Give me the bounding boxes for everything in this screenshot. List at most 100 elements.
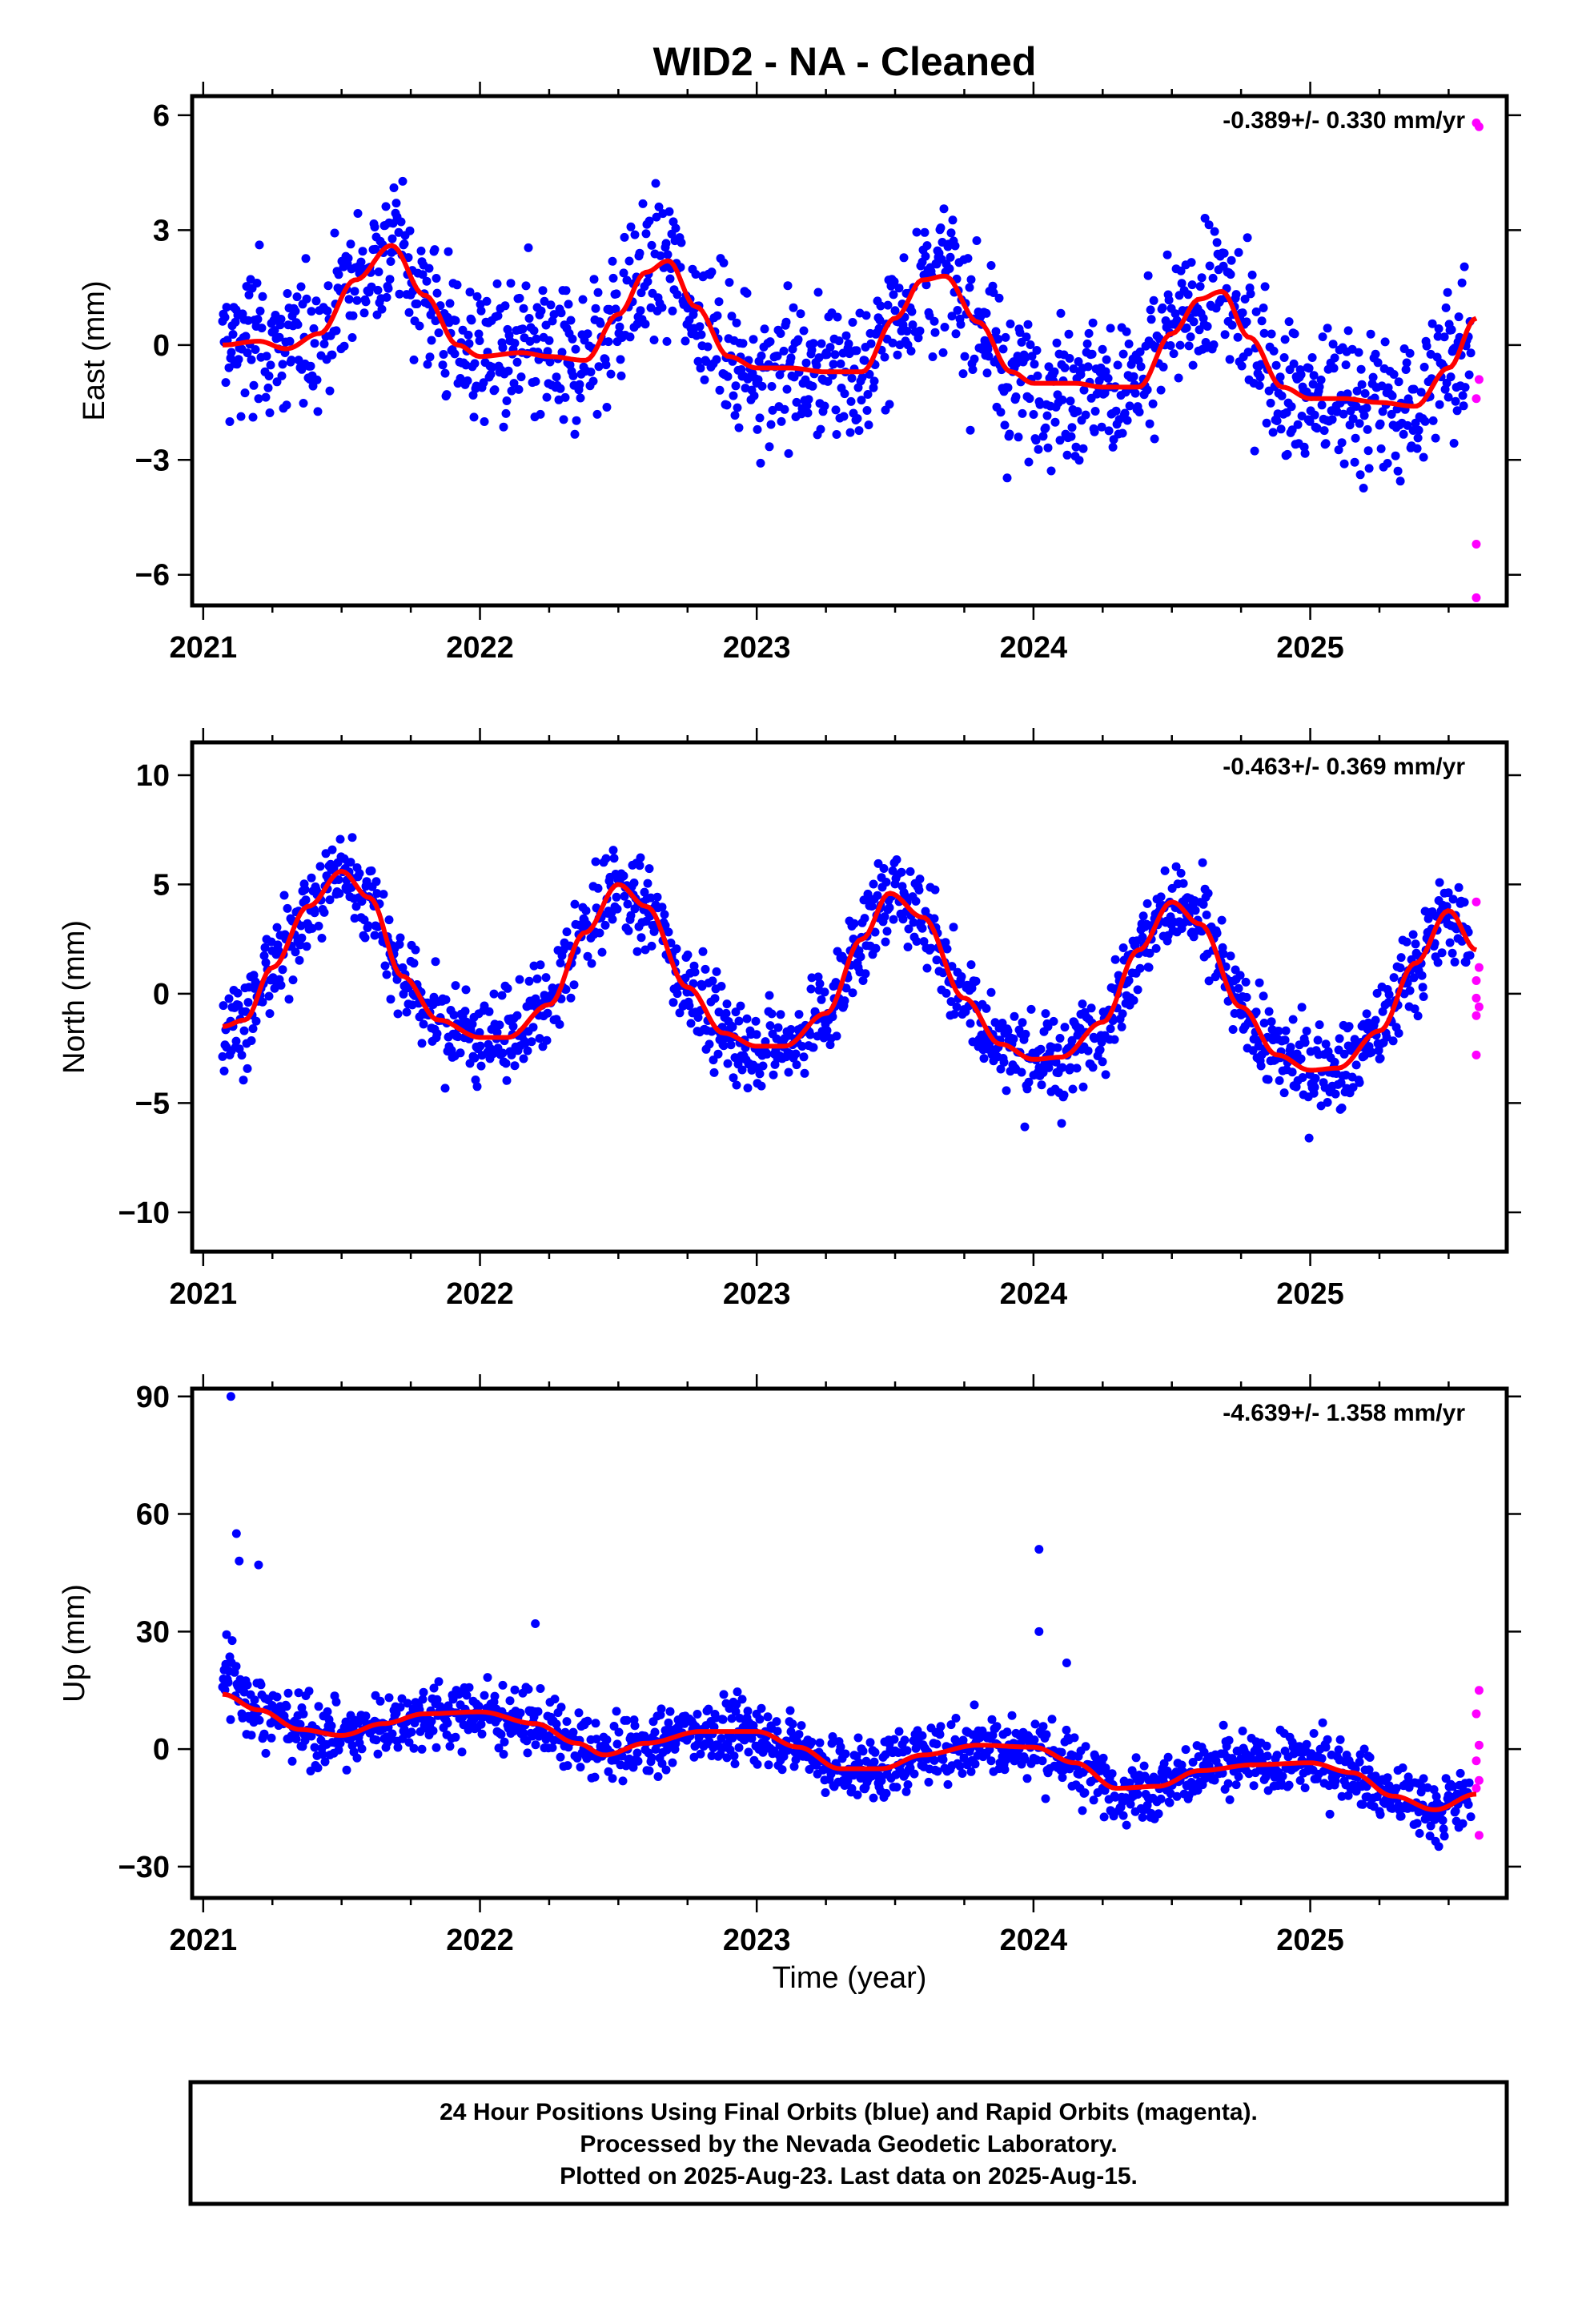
data-point: [693, 1013, 703, 1022]
data-point: [952, 1002, 962, 1011]
data-point: [767, 1009, 777, 1019]
data-point: [958, 1735, 968, 1745]
data-point: [1060, 1023, 1070, 1032]
data-point: [311, 296, 321, 306]
data-point: [283, 289, 292, 298]
data-point: [317, 934, 327, 943]
data-point: [966, 960, 976, 970]
data-point: [1118, 349, 1128, 359]
data-point: [1280, 1035, 1290, 1045]
data-point: [1202, 911, 1211, 919]
data-point: [693, 356, 703, 366]
data-point: [652, 212, 661, 222]
data-point: [930, 316, 939, 326]
data-point: [984, 352, 994, 361]
panel-east-ytick-label: 3: [153, 214, 170, 247]
data-point: [1098, 1753, 1108, 1763]
data-point: [1260, 282, 1270, 292]
data-point: [921, 251, 930, 261]
data-point: [456, 374, 465, 383]
data-point: [1402, 358, 1411, 368]
data-point: [1070, 1733, 1079, 1743]
data-point: [499, 1750, 508, 1759]
data-point: [381, 202, 391, 211]
data-point: [869, 1757, 879, 1767]
data-point: [1401, 365, 1411, 374]
data-point: [1100, 1786, 1110, 1795]
data-point: [1429, 1785, 1439, 1795]
rapid-point: [1472, 1050, 1481, 1059]
data-point: [474, 329, 484, 339]
data-point: [1464, 1778, 1474, 1787]
data-point: [1367, 1047, 1376, 1057]
data-point: [1466, 1812, 1476, 1822]
data-point: [880, 352, 889, 362]
data-point: [1120, 408, 1130, 418]
data-point: [708, 976, 717, 986]
data-point: [523, 1748, 532, 1758]
data-point: [1184, 341, 1194, 351]
data-point: [1038, 1756, 1047, 1766]
data-point: [625, 332, 635, 342]
data-point: [233, 988, 243, 998]
data-point: [807, 973, 817, 983]
data-point: [1050, 367, 1059, 376]
data-point: [793, 335, 803, 344]
data-point: [860, 914, 869, 923]
data-point: [1410, 1004, 1419, 1014]
data-point: [830, 350, 840, 360]
data-point: [988, 281, 998, 291]
data-point: [295, 955, 304, 965]
data-point: [356, 257, 366, 267]
data-point: [1378, 1007, 1387, 1016]
data-point: [1073, 407, 1082, 416]
data-point: [657, 903, 667, 912]
data-point: [1059, 1090, 1069, 1100]
data-point: [503, 983, 512, 993]
data-point: [665, 207, 674, 216]
data-point: [1267, 329, 1276, 339]
data-point: [628, 1763, 638, 1772]
data-point: [510, 339, 520, 348]
data-point: [1434, 324, 1443, 333]
data-point: [632, 947, 642, 956]
data-point: [1002, 473, 1012, 483]
panel-north-xtick-label: 2022: [446, 1277, 514, 1311]
data-point: [561, 985, 571, 994]
data-point: [729, 1751, 739, 1761]
data-point: [840, 389, 849, 399]
data-point: [312, 375, 322, 384]
data-point: [302, 942, 311, 951]
data-point: [257, 324, 267, 333]
panel-up-ytick-label: 60: [136, 1498, 170, 1532]
data-point: [403, 1699, 412, 1708]
data-point: [816, 424, 825, 434]
data-point: [248, 1024, 258, 1033]
data-point: [1095, 1045, 1105, 1055]
data-point: [1110, 1792, 1120, 1802]
data-point: [1371, 349, 1380, 359]
data-point: [1235, 971, 1245, 980]
data-point: [1117, 1022, 1126, 1031]
data-point: [899, 253, 909, 263]
data-point: [715, 385, 725, 395]
footer-box: 24 Hour Positions Using Final Orbits (bl…: [188, 2080, 1509, 2206]
data-point: [744, 1747, 753, 1757]
rapid-point: [1472, 897, 1481, 907]
data-point: [1405, 986, 1415, 995]
data-point: [1018, 1018, 1027, 1027]
data-point: [494, 1743, 504, 1753]
data-point: [1188, 360, 1198, 370]
data-point: [870, 927, 880, 937]
data-point: [489, 989, 499, 999]
data-point: [877, 1776, 886, 1786]
data-point: [493, 311, 503, 320]
data-point: [523, 1046, 532, 1055]
data-point: [1315, 382, 1324, 392]
data-point: [562, 927, 572, 937]
data-point: [261, 392, 271, 402]
data-point: [1317, 1754, 1327, 1763]
data-point: [1460, 383, 1470, 392]
data-point: [550, 1695, 560, 1704]
data-point: [357, 897, 367, 906]
